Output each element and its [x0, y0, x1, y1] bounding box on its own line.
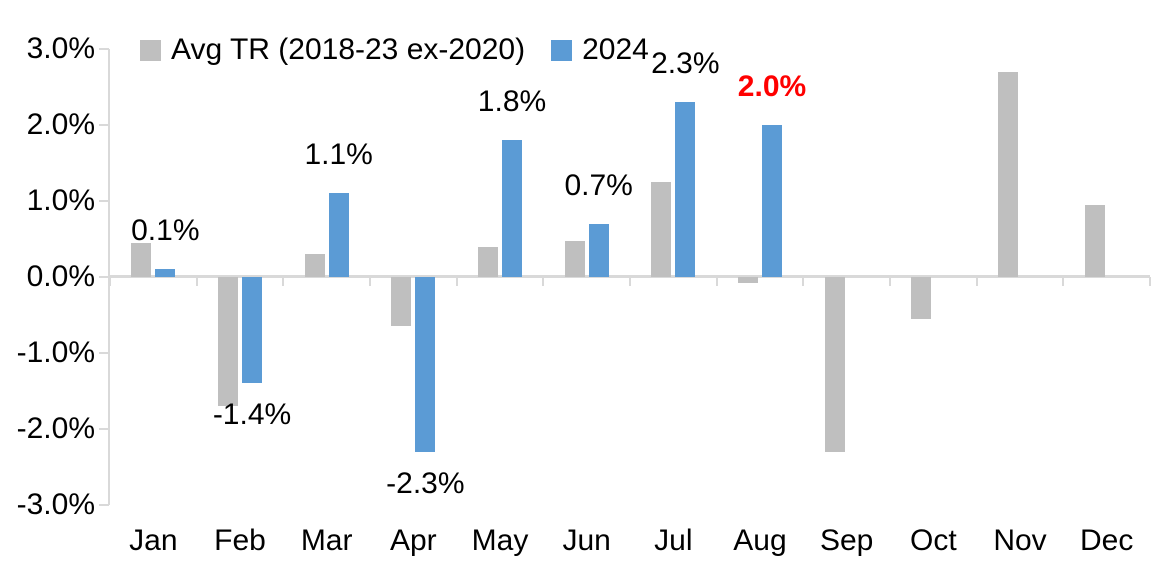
bar-avg-tr-jul — [651, 182, 672, 277]
x-axis-tick — [369, 277, 371, 286]
x-axis-label-dec: Dec — [1079, 524, 1134, 557]
x-axis-tick — [109, 277, 111, 286]
x-axis-tick — [975, 277, 978, 286]
x-axis-label-jan: Jan — [129, 524, 178, 557]
x-axis-label-apr: Apr — [389, 524, 437, 557]
x-axis-line — [110, 275, 1150, 278]
y-axis-tick — [99, 124, 109, 126]
y-axis-tick — [99, 504, 109, 506]
x-axis-tick — [889, 277, 891, 286]
y-axis-tick — [99, 276, 109, 278]
x-axis-tick — [715, 277, 718, 286]
bar-2024-apr — [415, 277, 436, 452]
bar-2024-jun — [588, 224, 609, 277]
x-axis-label-feb: Feb — [214, 524, 266, 557]
x-axis-label-oct: Oct — [909, 524, 957, 557]
bar-avg-tr-aug — [738, 277, 758, 283]
bar-2024-feb — [242, 277, 262, 383]
x-axis-tick — [629, 277, 631, 286]
y-axis-label: 1.0% — [26, 184, 95, 217]
bar-avg-tr-apr — [391, 277, 412, 326]
y-axis-label: -2.0% — [16, 412, 95, 445]
data-label-aug: 2.0% — [737, 70, 807, 103]
bar-avg-tr-oct — [911, 277, 932, 319]
x-axis-label-sep: Sep — [819, 524, 874, 557]
x-axis-label-may: May — [471, 524, 529, 557]
data-label-may: 1.8% — [477, 85, 547, 118]
x-axis-label-aug: Aug — [733, 524, 787, 557]
bar-avg-tr-may — [478, 247, 498, 277]
bar-2024-may — [502, 140, 522, 277]
legend-swatch-2024 — [551, 39, 573, 61]
y-axis-tick — [99, 48, 109, 50]
y-axis-tick — [99, 352, 109, 354]
x-axis-tick — [455, 277, 458, 286]
x-axis-tick — [1062, 277, 1065, 286]
y-axis-label: -1.0% — [16, 336, 95, 369]
x-axis-label-nov: Nov — [993, 524, 1047, 557]
bar-2024-jul — [675, 102, 696, 277]
bar-avg-tr-nov — [998, 72, 1018, 277]
data-label-jul: 2.3% — [651, 47, 720, 80]
y-axis-tick — [99, 428, 109, 430]
data-label-mar: 1.1% — [304, 138, 373, 171]
bar-2024-mar — [328, 193, 349, 277]
x-axis-label-mar: Mar — [300, 524, 353, 557]
bar-2024-jan — [155, 269, 176, 277]
bar-avg-tr-feb — [218, 277, 238, 406]
x-axis-tick — [802, 277, 805, 286]
x-axis-tick — [542, 277, 545, 286]
y-axis-tick — [99, 200, 109, 202]
bar-avg-tr-jun — [564, 241, 585, 277]
legend: Avg TR (2018-23 ex-2020) 2024 — [140, 30, 675, 70]
bar-avg-tr-jan — [131, 243, 152, 277]
legend-swatch-avg-tr — [140, 39, 161, 61]
data-label-feb: -1.4% — [212, 398, 292, 431]
bar-2024-aug — [762, 125, 782, 277]
bar-avg-tr-mar — [304, 254, 325, 277]
data-label-apr: -2.3% — [386, 467, 465, 500]
x-axis-tick — [282, 277, 285, 286]
bar-avg-tr-sep — [824, 277, 845, 452]
x-axis-label-jul: Jul — [654, 524, 693, 557]
x-axis-label-jun: Jun — [562, 524, 611, 557]
legend-label-2024: 2024 — [582, 33, 649, 66]
x-axis-tick — [195, 277, 198, 286]
data-label-jan: 0.1% — [131, 214, 200, 247]
y-axis-label: 0.0% — [26, 260, 95, 293]
y-axis-label: 3.0% — [26, 32, 95, 65]
y-axis-label: -3.0% — [16, 488, 95, 521]
legend-label-avg-tr: Avg TR (2018-23 ex-2020) — [171, 33, 526, 66]
bar-avg-tr-dec — [1084, 205, 1105, 277]
data-label-jun: 0.7% — [564, 169, 633, 202]
y-axis-label: 2.0% — [26, 108, 95, 141]
x-axis-tick — [1149, 277, 1151, 286]
